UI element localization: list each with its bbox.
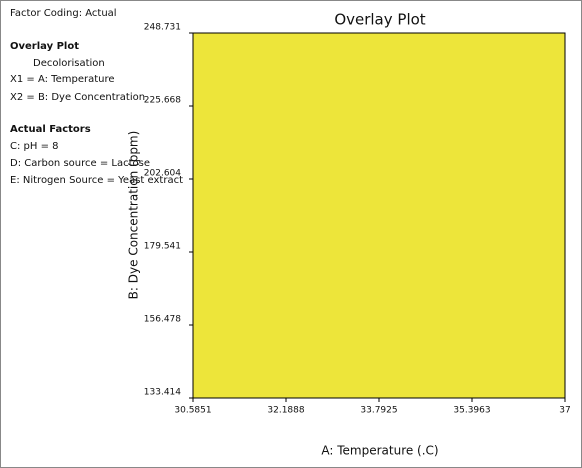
feasible-region [193, 33, 565, 398]
x-tick-label: 35.3963 [453, 406, 490, 416]
y-tick-label: 156.478 [144, 314, 181, 324]
x-axis-label: A: Temperature (.C) [321, 444, 438, 458]
y-tick-label: 133.414 [144, 388, 181, 398]
y-tick-label: 179.541 [144, 241, 181, 251]
info-text: C: pH = 8 [10, 141, 59, 152]
chart-title: Overlay Plot [334, 11, 425, 29]
y-tick-label: 248.731 [144, 23, 181, 33]
info-text: X1 = A: Temperature [10, 74, 115, 85]
x-tick-label: 30.5851 [174, 406, 211, 416]
y-axis-label: B: Dye Concentration (ppm) [127, 131, 141, 300]
info-text: D: Carbon source = Lactose [10, 158, 150, 169]
info-text: Decolorisation [33, 58, 105, 69]
y-tick-label: 202.604 [144, 169, 181, 179]
info-text: X2 = B: Dye Concentration [10, 92, 145, 103]
info-text: Factor Coding: Actual [10, 8, 117, 19]
x-tick-label: 33.7925 [360, 406, 397, 416]
x-tick-label: 37 [559, 406, 570, 416]
y-tick-label: 225.668 [144, 95, 181, 105]
info-text: E: Nitrogen Source = Yeast extract [10, 175, 183, 186]
x-tick-label: 32.1888 [267, 406, 304, 416]
info-text: Actual Factors [10, 124, 91, 135]
info-text: Overlay Plot [10, 41, 79, 52]
